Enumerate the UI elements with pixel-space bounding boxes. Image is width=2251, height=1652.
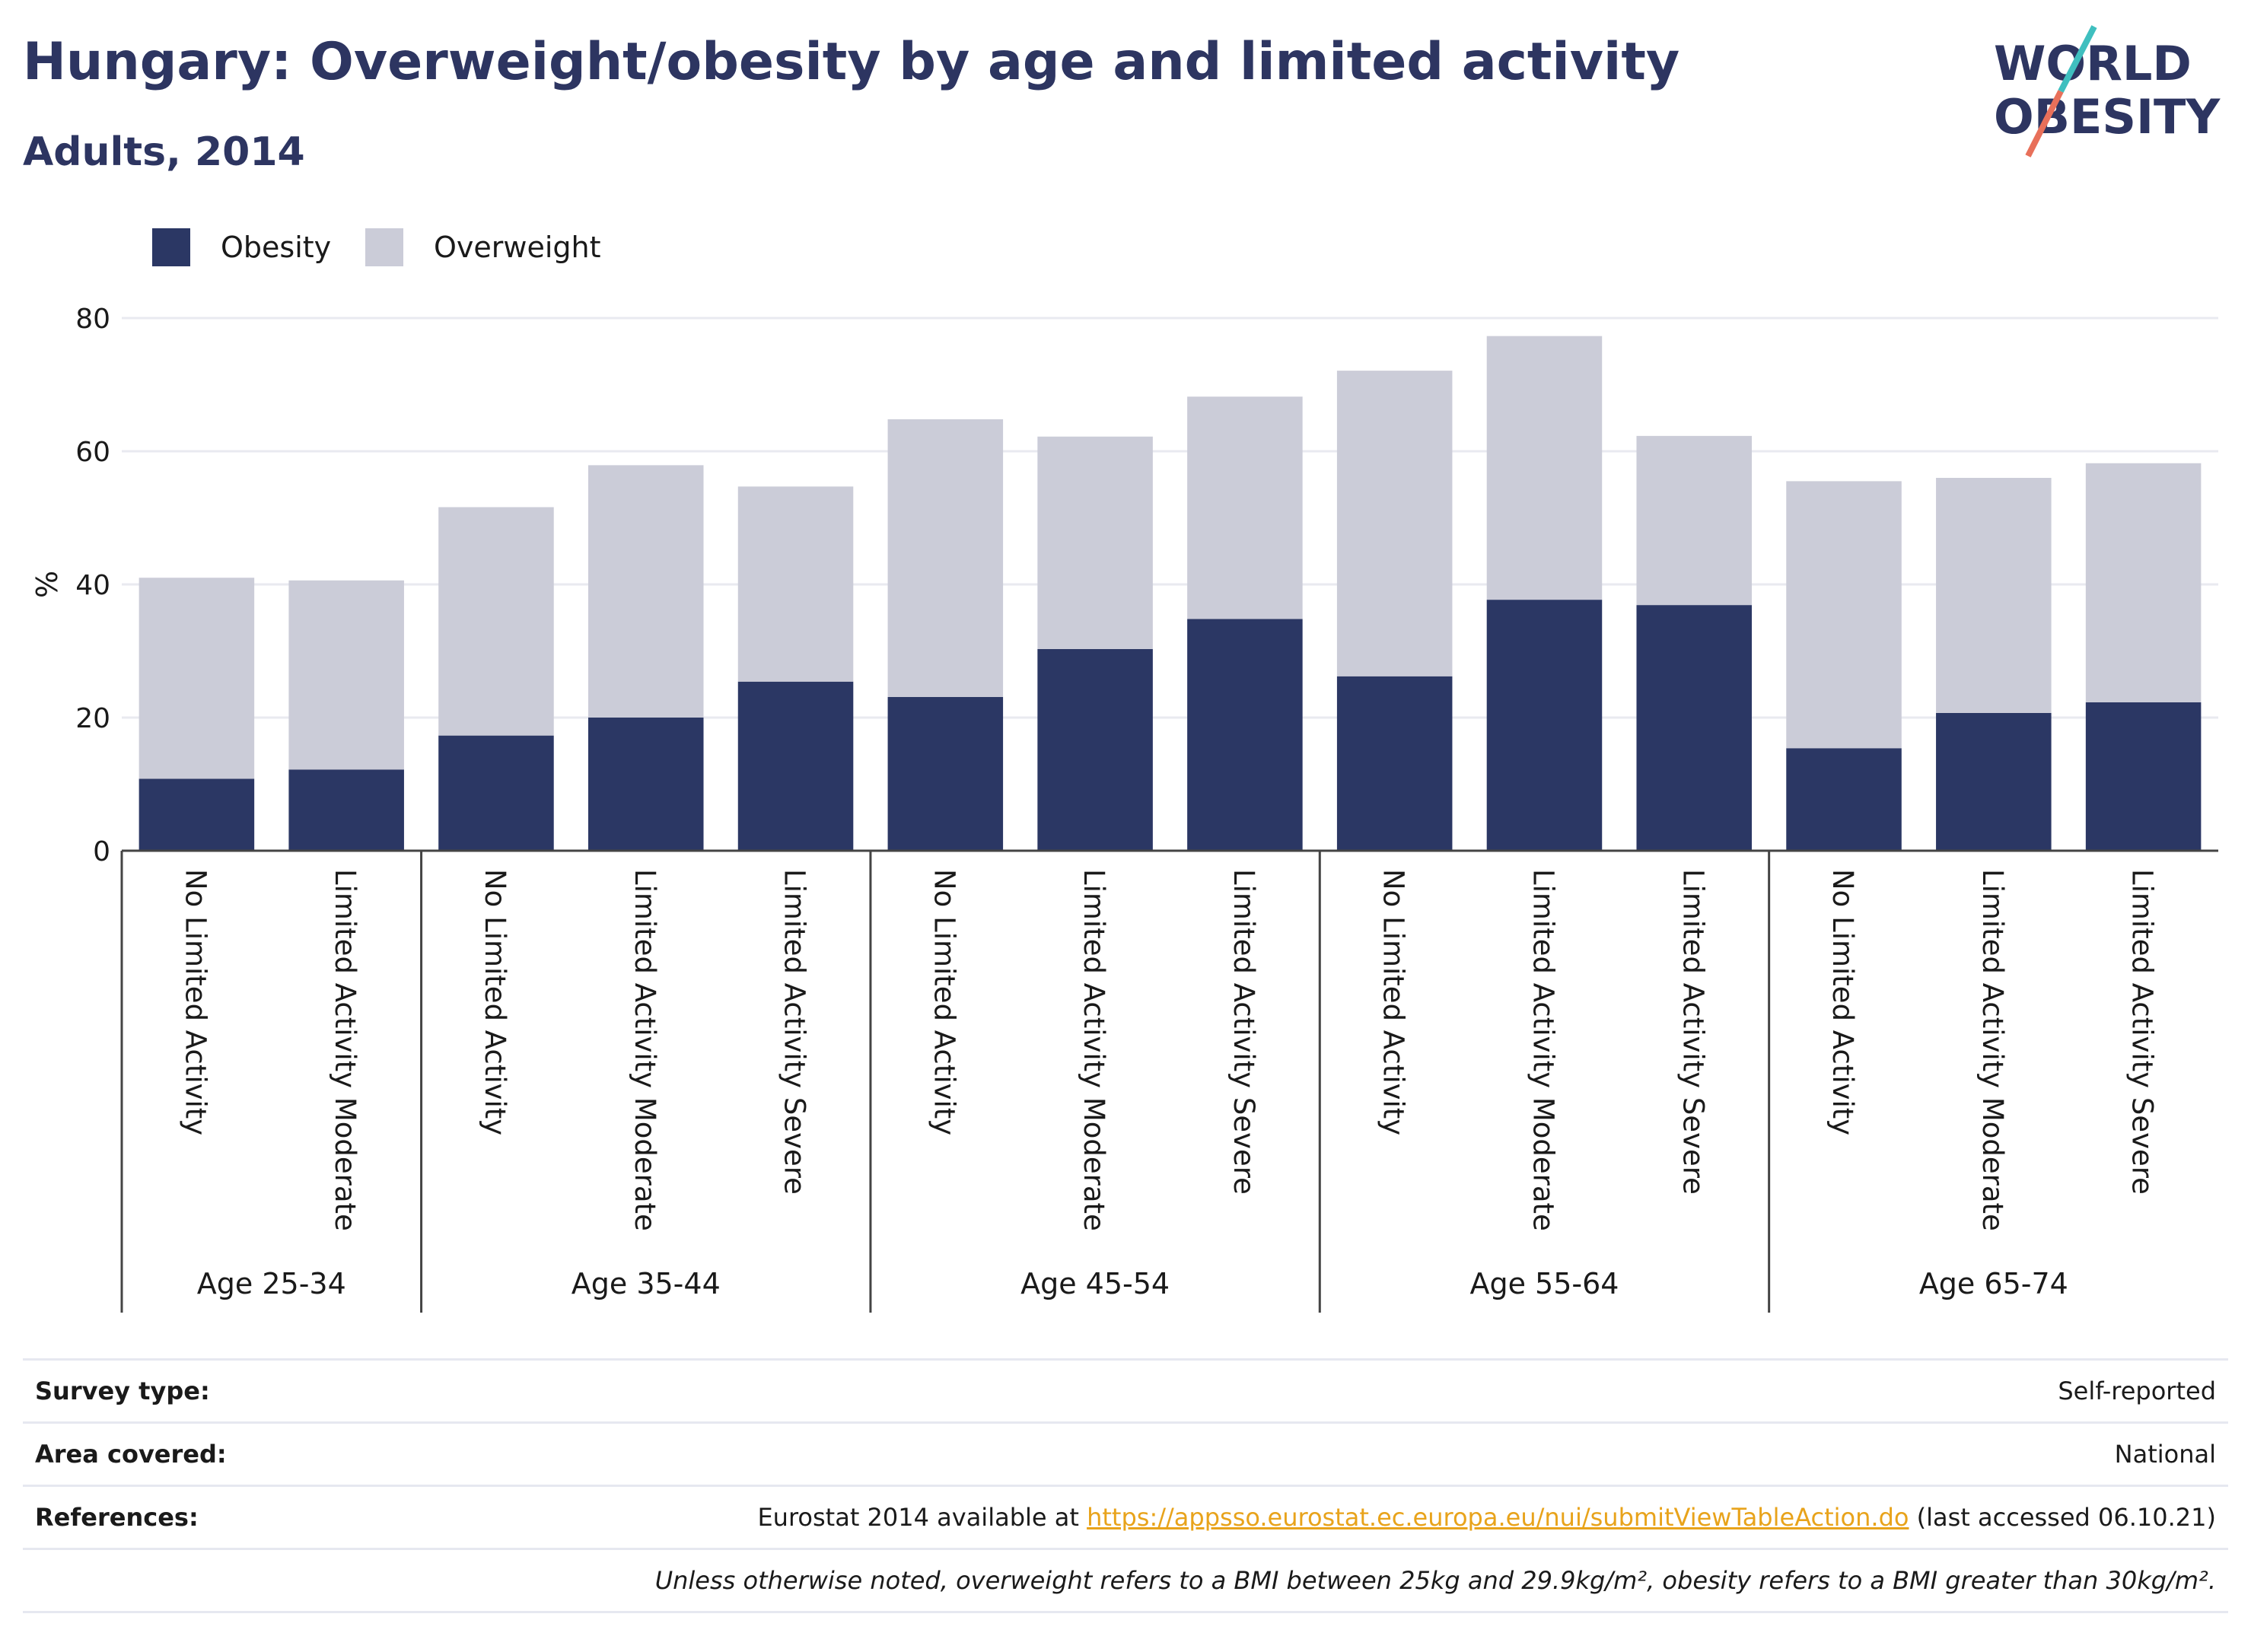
bar-obesity [1187,619,1303,851]
y-tick-label: 40 [75,570,110,601]
references-value: Eurostat 2014 available at https://appss… [757,1503,2228,1532]
chart-title: Hungary: Overweight/obesity by age and l… [23,32,1680,92]
world-obesity-logo: WORLD OBESITY [1994,25,2221,158]
x-category-label: No Limited Activity [179,869,212,1135]
info-row-note: Unless otherwise noted, overweight refer… [23,1548,2228,1613]
x-group-label: Age 65-74 [1919,1267,2068,1300]
bar-overweight [1486,336,1603,600]
x-category-label: Limited Activity Severe [1227,869,1260,1195]
bar-overweight [138,578,255,779]
x-category-label: Limited Activity Severe [2126,869,2159,1195]
x-category-label: Limited Activity Moderate [1078,869,1110,1231]
bar-obesity [138,778,255,851]
x-category-label: Limited Activity Moderate [1976,869,2009,1231]
area-covered-label: Area covered: [35,1440,227,1469]
bar-overweight [1336,371,1453,676]
area-covered-value: National [2114,1440,2216,1469]
x-category-label: Limited Activity Severe [1676,869,1709,1195]
bar-obesity [737,681,854,851]
references-suffix: (last accessed 06.10.21) [1909,1503,2216,1532]
bar-obesity [1037,648,1153,851]
bar-obesity [1636,605,1753,851]
bar-obesity [2085,702,2202,851]
y-tick-label: 0 [93,836,110,867]
bar-overweight [887,419,1004,697]
x-category-label: Limited Activity Severe [778,869,811,1195]
y-tick-label: 80 [75,304,110,335]
y-axis-title: % [30,571,64,598]
x-group-label: Age 55-64 [1469,1267,1619,1300]
bar-overweight [1037,436,1153,649]
info-row-references: References: Eurostat 2014 available at h… [23,1485,2228,1548]
references-prefix: Eurostat 2014 available at [757,1503,1087,1532]
bar-obesity [438,735,554,851]
references-link[interactable]: https://appsso.eurostat.ec.europa.eu/nui… [1087,1503,1909,1532]
x-category-label: No Limited Activity [1377,869,1410,1135]
references-label: References: [35,1503,199,1532]
legend-label-overweight: Overweight [434,231,601,264]
info-row-survey: Survey type: Self-reported [23,1358,2228,1421]
bar-obesity [587,718,704,851]
legend-swatch-obesity [152,228,190,266]
stacked-bar-chart: Obesity Overweight 0 20 40 60 80% No Limited Ac… [30,228,2218,1313]
bmi-definition-note: Unless otherwise noted, overweight refer… [654,1566,2216,1595]
bar-obesity [887,696,1004,851]
x-category-label: Limited Activity Moderate [329,869,361,1231]
survey-type-value: Self-reported [2058,1377,2216,1405]
info-row-area: Area covered: National [23,1421,2228,1485]
bar-overweight [288,580,404,770]
bar-overweight [737,486,854,682]
legend-swatch-overweight [365,228,403,266]
survey-type-label: Survey type: [35,1377,210,1405]
bar-overweight [1936,478,2052,713]
x-category-label: Limited Activity Moderate [1527,869,1559,1231]
x-group-label: Age 45-54 [1020,1267,1170,1300]
logo-slash-coral [2025,90,2064,158]
bar-overweight [438,507,554,736]
bar-overweight [587,465,704,718]
bar-obesity [1486,600,1603,851]
bar-obesity [1336,676,1453,851]
legend-label-obesity: Obesity [221,231,331,264]
bar-overweight [1187,396,1303,619]
x-group-label: Age 35-44 [572,1267,721,1300]
bar-overweight [1636,435,1753,606]
y-tick-label: 20 [75,703,110,734]
y-tick-label: 60 [75,437,110,468]
x-category-label: Limited Activity Moderate [629,869,661,1231]
logo-slash-teal [2058,25,2097,93]
bar-obesity [288,769,404,851]
logo-line2: OBESITY [1994,89,2221,145]
logo-line1: WORLD [1994,36,2192,91]
x-category-label: No Limited Activity [928,869,960,1135]
bar-obesity [1786,748,1902,851]
bar-overweight [1786,481,1902,749]
x-category-label: No Limited Activity [1826,869,1859,1135]
bar-overweight [2085,463,2202,702]
x-category-label: No Limited Activity [479,869,511,1135]
x-group-label: Age 25-34 [197,1267,346,1300]
chart-subtitle: Adults, 2014 [23,129,305,175]
bar-obesity [1936,712,2052,851]
